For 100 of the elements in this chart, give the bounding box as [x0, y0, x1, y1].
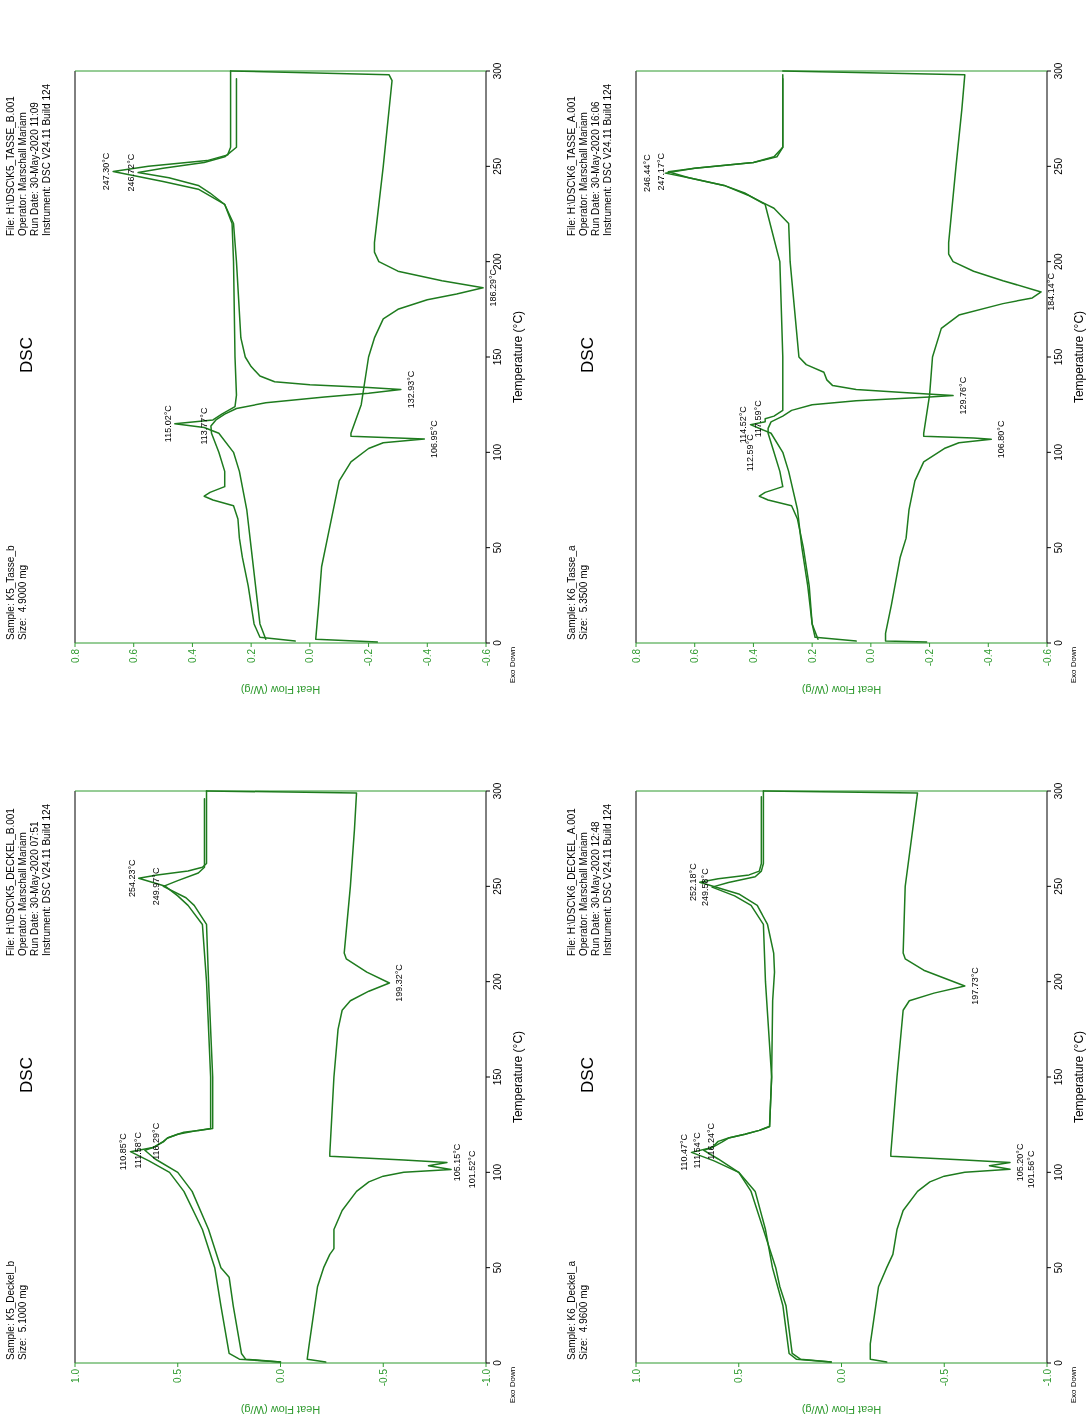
- y-tick-label: 100: [1053, 443, 1064, 461]
- text: Sample: K5_Deckel_b: [5, 1260, 16, 1360]
- y-tick-label: 200: [492, 252, 503, 271]
- y-tick-label: 150: [1053, 1068, 1064, 1086]
- x-tick-label: -0.2: [924, 648, 936, 667]
- annotation: 115.02°C: [162, 404, 173, 443]
- annotation: 199.32°C: [394, 963, 405, 1002]
- text: Operator: Marschall Mariam: [578, 832, 589, 956]
- x-tick-label: -0.4: [982, 648, 994, 667]
- annotation: 247.17°C: [656, 152, 667, 191]
- annotation: 247.30°C: [101, 152, 112, 191]
- x-tick-label: 1.0: [69, 1368, 81, 1383]
- text: DSC: [578, 337, 597, 373]
- annotation: 117.59°C: [753, 399, 764, 438]
- annotation: 132.93°C: [405, 370, 416, 409]
- x-tick-label: 0.2: [245, 648, 257, 663]
- x-tick-label: -1.0: [480, 1368, 492, 1387]
- annotation: 249.97°C: [151, 867, 162, 906]
- annotation: 246.44°C: [642, 153, 653, 192]
- annotation: 106.80°C: [996, 420, 1007, 459]
- y-tick-label: 0: [492, 639, 503, 646]
- annotation: 111.58°C: [132, 1131, 143, 1169]
- x-tick-label: 0.5: [733, 1368, 745, 1383]
- annotation: 111.54°C: [691, 1131, 702, 1169]
- annotation: 246.72°C: [126, 153, 137, 192]
- text: Size: 5.1000 mg: [17, 1284, 28, 1360]
- text: Operator: Marschall Mariam: [17, 832, 28, 956]
- text: Exo Down: [508, 646, 517, 684]
- x-tick-label: 0.6: [689, 648, 701, 663]
- annotation: 197.73°C: [969, 966, 980, 1005]
- x-axis-title: Heat Flow (W/g): [801, 684, 882, 696]
- y-tick-label: 200: [492, 972, 503, 991]
- y-tick-label: 50: [492, 541, 503, 554]
- text: Size: 5.3500 mg: [578, 564, 589, 640]
- x-tick-label: 0.2: [806, 648, 818, 663]
- text: Exo Down: [1069, 646, 1078, 684]
- text: Operator: Marschall Mariam: [17, 112, 28, 236]
- x-tick-label: -0.6: [1041, 648, 1053, 667]
- y-tick-label: 0: [1053, 1359, 1064, 1366]
- y-tick-label: 250: [492, 877, 503, 895]
- x-axis-title: Heat Flow (W/g): [801, 1404, 882, 1416]
- text: Instrument: DSC V24.11 Build 124: [602, 803, 613, 956]
- text: Instrument: DSC V24.11 Build 124: [41, 83, 52, 236]
- x-tick-label: 0.0: [865, 648, 877, 663]
- y-tick-label: 250: [1053, 877, 1064, 895]
- annotation: 101.52°C: [467, 1150, 478, 1189]
- annotation: 105.20°C: [1015, 1143, 1026, 1182]
- annotation: 113.77°C: [198, 407, 209, 445]
- text: Instrument: DSC V24.11 Build 124: [602, 83, 613, 236]
- text: Run Date: 30-May-2020 12:48: [590, 821, 601, 956]
- x-axis-title: Heat Flow (W/g): [240, 1404, 321, 1416]
- x-axis-title: Heat Flow (W/g): [240, 684, 321, 696]
- annotation: 105.15°C: [451, 1143, 462, 1182]
- annotation: 110.47°C: [679, 1133, 690, 1171]
- y-tick-label: 250: [1053, 157, 1064, 175]
- annotation: 254.23°C: [126, 858, 137, 898]
- text: Exo Down: [508, 1366, 517, 1404]
- annotation: 186.29°C: [488, 268, 499, 307]
- text: File: H:\DSC\K5_TASSE_B.001: [5, 95, 16, 236]
- text: Sample: K6_Deckel_a: [566, 1260, 577, 1360]
- y-tick-label: 300: [1053, 782, 1064, 800]
- text: Sample: K5_Tasse_b: [5, 545, 16, 640]
- y-axis-title: Temperature (°C): [1072, 310, 1086, 404]
- y-tick-label: 150: [1053, 348, 1064, 366]
- text: Sample: K6_Tasse_a: [566, 545, 577, 640]
- annotation: 110.85°C: [118, 1132, 129, 1171]
- x-tick-label: 0.6: [128, 648, 140, 663]
- y-tick-label: 200: [1053, 972, 1064, 991]
- text: Size: 4.9600 mg: [578, 1284, 589, 1360]
- x-tick-label: 0.4: [186, 648, 198, 663]
- y-tick-label: 200: [1053, 252, 1064, 271]
- x-tick-label: 0.8: [630, 648, 642, 663]
- x-tick-label: -1.0: [1041, 1368, 1053, 1387]
- annotation: 101.56°C: [1026, 1150, 1037, 1189]
- y-tick-label: 250: [492, 157, 503, 175]
- annotation: 116.29°C: [151, 1122, 162, 1160]
- y-axis-title: Temperature (°C): [511, 1030, 525, 1124]
- text: DSC: [17, 1057, 36, 1093]
- text: File: H:\DSC\K6_TASSE_A.001: [566, 95, 577, 236]
- x-tick-label: 0.8: [69, 648, 81, 663]
- text: Run Date: 30-May-2020 16:06: [590, 101, 601, 236]
- annotation: 184.14°C: [1046, 272, 1057, 311]
- y-axis-title: Temperature (°C): [511, 310, 525, 404]
- y-tick-label: 150: [492, 348, 503, 366]
- x-tick-label: -0.4: [421, 648, 433, 667]
- x-tick-label: 0.0: [275, 1368, 286, 1383]
- text: Operator: Marschall Mariam: [578, 112, 589, 236]
- text: DSC: [17, 337, 36, 373]
- annotation: 129.76°C: [958, 376, 969, 415]
- y-axis-title: Temperature (°C): [1072, 1030, 1086, 1124]
- x-tick-label: 0.0: [304, 648, 316, 663]
- y-tick-label: 100: [492, 443, 503, 461]
- y-tick-label: 0: [1053, 639, 1064, 646]
- y-tick-label: 300: [492, 782, 503, 800]
- x-tick-label: 0.0: [836, 1368, 847, 1383]
- y-tick-label: 50: [492, 1261, 503, 1274]
- y-tick-label: 300: [492, 62, 503, 80]
- annotation: 252.18°C: [687, 862, 698, 901]
- y-tick-label: 0: [492, 1359, 503, 1366]
- x-tick-label: -0.5: [938, 1368, 950, 1387]
